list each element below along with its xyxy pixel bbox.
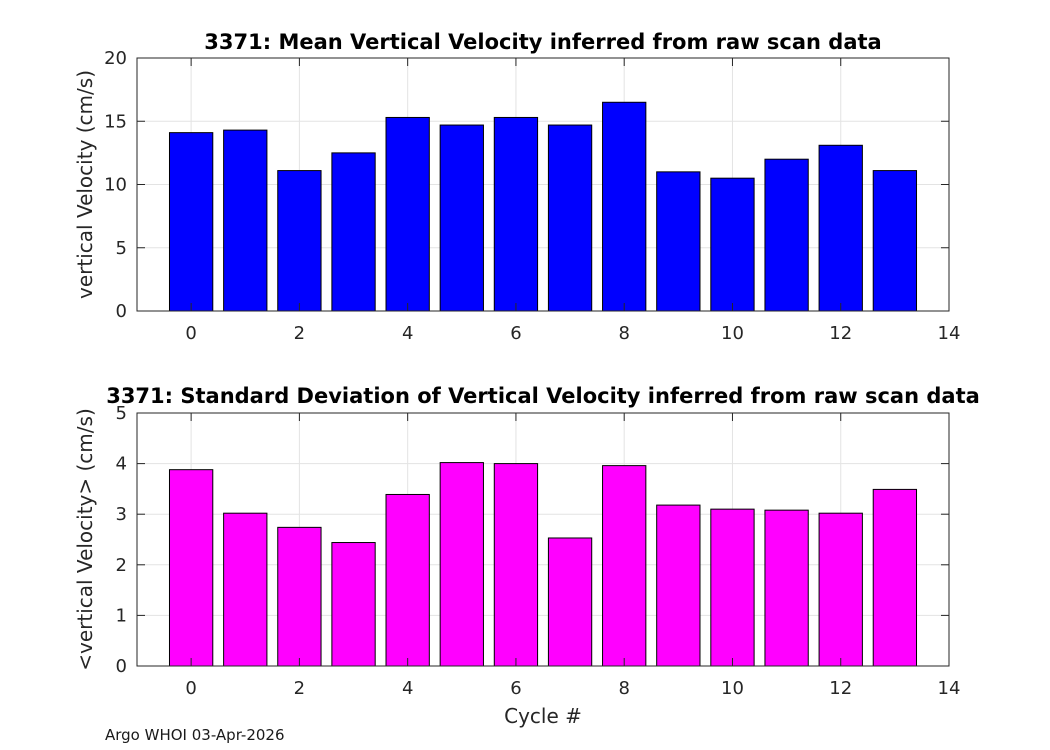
bar-cycle-5 [439,124,484,312]
x-tick-label: 4 [402,678,413,699]
y-tick-label: 20 [104,48,127,69]
x-tick-label: 14 [938,678,961,699]
bar-cycle-1 [223,129,268,312]
x-tick-label: 12 [829,323,852,344]
bar-cycle-13 [872,170,918,312]
bar-cycle-6 [493,116,539,312]
x-tick-label: 6 [510,323,521,344]
x-tick-label: 2 [294,678,305,699]
bar-cycle-5 [439,462,484,667]
x-tick-label: 10 [721,323,744,344]
x-tick-label: 10 [721,678,744,699]
bar-cycle-8 [602,465,647,667]
bar-cycle-12 [818,512,863,667]
chart-title: 3371: Mean Vertical Velocity inferred fr… [204,30,881,54]
bar-cycle-3 [331,152,376,312]
x-tick-label: 14 [938,323,961,344]
bar-cycle-2 [277,170,322,312]
y-tick-label: 3 [116,504,127,525]
x-tick-label: 6 [510,678,521,699]
bar-cycle-6 [493,463,539,667]
chart-title: 3371: Standard Deviation of Vertical Vel… [106,384,980,408]
y-tick-label: 4 [116,454,127,475]
x-tick-label: 2 [294,323,305,344]
bar-cycle-0 [168,132,214,312]
x-tick-label: 8 [618,323,629,344]
bar-cycle-10 [710,177,755,312]
chart-1: 0 2 4 6 8 10 12 14 0 5 10 15 20 3371: Mean Vertical V… [73,30,960,344]
bar-cycle-9 [656,171,701,312]
x-tick-label: 0 [185,678,196,699]
bar-cycle-10 [710,508,755,667]
x-tick-label: 8 [618,678,629,699]
x-tick-label: 4 [402,323,413,344]
x-tick-label: 0 [185,323,196,344]
x-tick-label: 12 [829,678,852,699]
footer-text: Argo WHOI 03-Apr-2026 [105,726,285,744]
bar-cycle-11 [764,158,809,312]
x-axis-label: Cycle # [504,704,582,728]
bar-cycle-2 [277,526,322,667]
y-tick-label: 5 [116,238,127,259]
axes-box [136,412,950,667]
y-tick-label: 5 [116,403,127,424]
bar-cycle-1 [223,512,268,667]
bar-cycle-9 [656,504,701,667]
plot-area [137,413,949,666]
y-tick-label: 2 [116,555,127,576]
bar-cycle-3 [331,542,376,667]
y-axis-label: <vertical Velocity> (cm/s) [73,408,97,671]
y-tick-label: 0 [116,301,127,322]
bar-cycle-4 [385,493,430,667]
y-tick-label: 1 [116,605,127,626]
bar-cycle-11 [764,509,809,667]
bar-cycle-4 [385,116,430,312]
bar-cycle-12 [818,144,863,312]
bar-cycle-8 [602,101,647,312]
y-tick-label: 10 [104,175,127,196]
y-tick-label: 15 [104,111,127,132]
bar-cycle-13 [872,488,918,667]
bar-cycle-0 [168,469,214,667]
bar-cycle-7 [547,124,593,312]
bar-cycle-7 [547,537,593,667]
y-axis-label: vertical Velocity (cm/s) [73,70,97,299]
y-tick-label: 0 [116,656,127,677]
